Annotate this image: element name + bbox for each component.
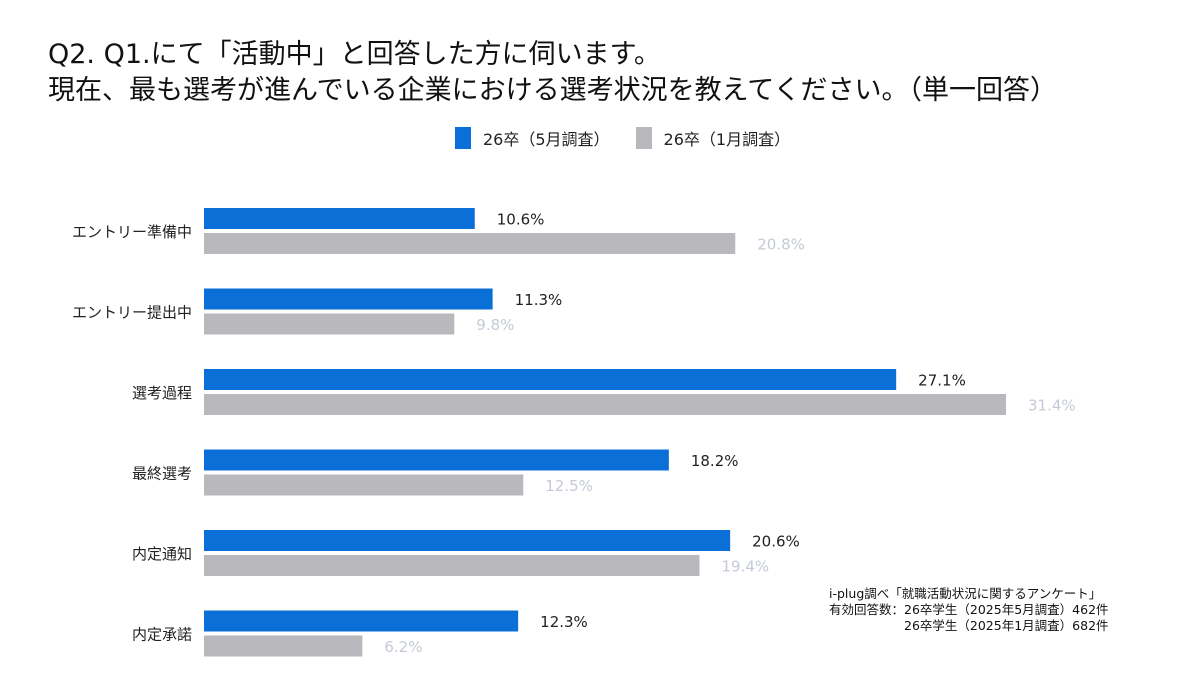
category-label: エントリー準備中 (72, 223, 192, 241)
legend-label-jan: 26卒（1月調査） (663, 130, 791, 149)
legend-label-may: 26卒（5月調査） (483, 130, 610, 149)
data-label-jan: 12.5% (545, 477, 593, 495)
bar-jan (204, 474, 524, 496)
data-label-may: 27.1% (918, 372, 966, 390)
legend: 26卒（5月調査） 26卒（1月調査） (455, 126, 816, 150)
bar-may (204, 530, 731, 551)
data-label-may: 11.3% (515, 291, 563, 309)
bar-jan (204, 555, 700, 576)
category-label: 選考過程 (132, 384, 192, 402)
legend-item-may: 26卒（5月調査） (455, 126, 610, 150)
legend-item-jan: 26卒（1月調査） (635, 126, 791, 150)
data-label-jan: 9.8% (476, 316, 514, 334)
bar-may (204, 208, 475, 229)
bar-may (204, 288, 493, 310)
legend-swatch-jan (635, 127, 652, 149)
note-line2: 有効回答数：26卒学生（2025年5月調査）462件 (829, 602, 1109, 617)
data-label-may: 10.6% (497, 211, 545, 229)
note-line3: 26卒学生（2025年1月調査）682件 (829, 618, 1109, 633)
bar-jan (204, 313, 455, 335)
legend-swatch-may (455, 127, 471, 149)
data-label-jan: 31.4% (1028, 397, 1076, 415)
bar-may (204, 449, 669, 471)
chart-title-line2: 現在、最も選考が進んでいる企業における選考状況を教えてください。（単一回答） (48, 75, 1057, 106)
data-label-may: 20.6% (752, 533, 800, 551)
data-label-jan: 20.8% (757, 236, 805, 254)
data-label-may: 18.2% (691, 452, 739, 470)
bar-jan (204, 635, 363, 657)
category-label: エントリー提出中 (72, 304, 192, 322)
chart-title-line1: Q2. Q1.にて「活動中」と回答した方に伺います。 (48, 39, 661, 70)
source-note: i-plug調べ「就職活動状況に関するアンケート」 有効回答数：26卒学生（202… (829, 586, 1109, 634)
bar-may (204, 369, 897, 390)
data-label-jan: 19.4% (722, 558, 770, 576)
category-label: 内定承諾 (132, 626, 192, 644)
bar-may (204, 610, 519, 632)
data-label-may: 12.3% (540, 613, 588, 631)
bar-jan (204, 394, 1006, 415)
category-label: 内定通知 (132, 545, 192, 563)
data-label-jan: 6.2% (384, 638, 422, 656)
note-line1: i-plug調べ「就職活動状況に関するアンケート」 (829, 586, 1102, 601)
bar-jan (204, 233, 736, 254)
category-label: 最終選考 (132, 465, 192, 483)
